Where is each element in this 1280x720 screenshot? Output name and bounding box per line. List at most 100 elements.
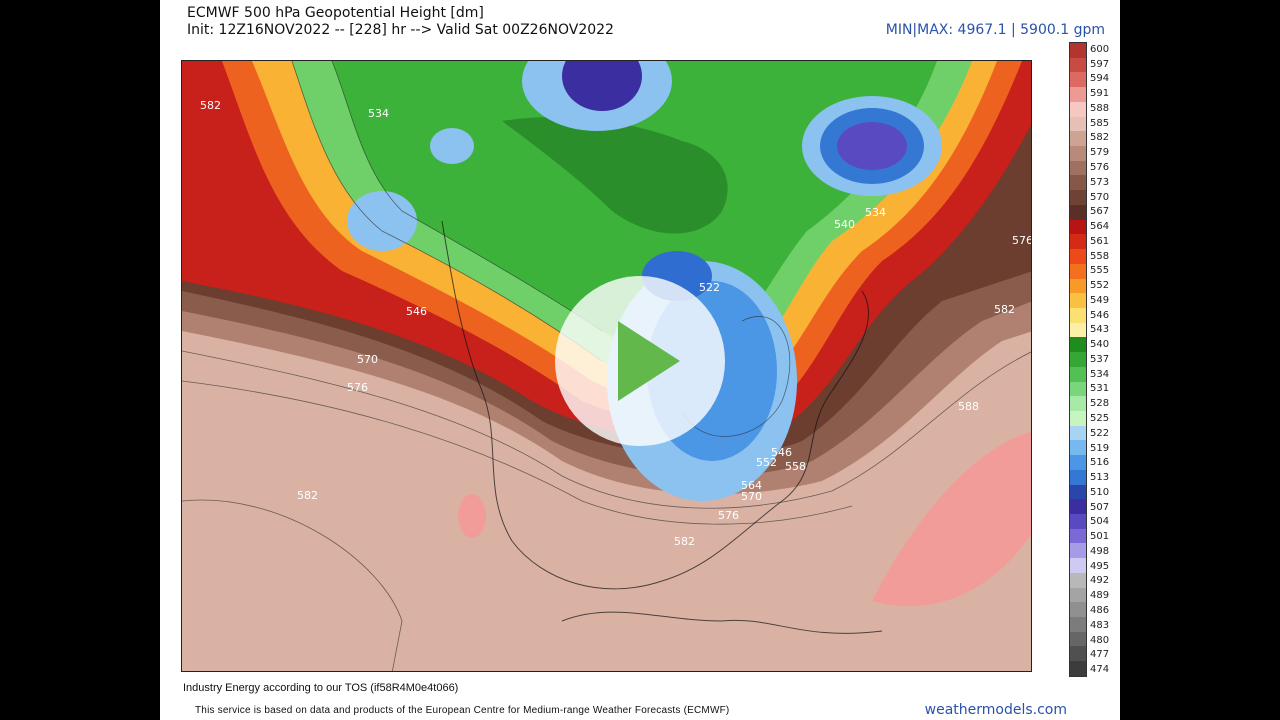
color-scale-tick: 540 [1090, 339, 1110, 351]
contour-label: 588 [958, 400, 979, 413]
color-swatch [1070, 499, 1086, 514]
contour-label: 570 [741, 490, 762, 503]
color-scale-tick: 495 [1090, 560, 1110, 572]
map-subtitle: Init: 12Z16NOV2022 -- [228] hr --> Valid… [187, 22, 614, 38]
color-scale-tick: 486 [1090, 604, 1110, 616]
color-swatch [1070, 631, 1086, 647]
map-title: ECMWF 500 hPa Geopotential Height [dm] [187, 5, 484, 21]
contour-label: 564 [741, 479, 762, 492]
color-swatch [1070, 602, 1086, 618]
color-swatch [1070, 322, 1086, 338]
color-scale-tick: 573 [1090, 176, 1110, 188]
color-scale-tick: 516 [1090, 457, 1110, 469]
contour-label: 558 [785, 460, 806, 473]
color-scale-tick: 588 [1090, 102, 1110, 114]
color-swatch [1070, 263, 1086, 279]
color-swatch [1070, 646, 1086, 662]
color-swatch [1070, 352, 1086, 367]
color-scale-tick: 555 [1090, 265, 1110, 277]
contour-label: 582 [994, 303, 1015, 316]
color-swatch [1070, 514, 1086, 529]
color-swatch [1070, 175, 1086, 191]
contour-label: 552 [756, 456, 777, 469]
contour-label: 546 [406, 305, 427, 318]
color-scale-tick: 483 [1090, 619, 1110, 631]
color-swatch [1070, 57, 1086, 73]
map-graphic: 582 534 522 540 534 576 582 588 546 570 … [182, 61, 1032, 671]
play-icon [618, 321, 680, 401]
color-scale-tick: 513 [1090, 472, 1110, 484]
color-swatch [1070, 278, 1086, 294]
color-scale-tick: 531 [1090, 383, 1110, 395]
color-swatch [1070, 160, 1086, 176]
contour-label: 576 [347, 381, 368, 394]
color-swatch [1070, 131, 1086, 147]
color-scale-tick: 570 [1090, 191, 1110, 203]
color-swatch [1070, 234, 1086, 250]
color-scale-tick: 528 [1090, 398, 1110, 410]
contour-label: 582 [297, 489, 318, 502]
color-swatch [1070, 558, 1086, 573]
color-scale-tick: 525 [1090, 413, 1110, 425]
color-scale-tick: 501 [1090, 531, 1110, 543]
color-scale-tick: 498 [1090, 545, 1110, 557]
contour-label: 540 [834, 218, 855, 231]
site-link[interactable]: weathermodels.com [924, 702, 1067, 718]
color-swatch [1070, 337, 1086, 353]
play-button[interactable] [555, 276, 725, 446]
contour-label: 522 [699, 281, 720, 294]
color-swatch [1070, 101, 1086, 117]
color-swatch [1070, 366, 1086, 382]
min-max-readout: MIN|MAX: 4967.1 | 5900.1 gpm [885, 22, 1105, 38]
color-swatch [1070, 204, 1086, 220]
color-scale-tick: 549 [1090, 294, 1110, 306]
color-scale-tick: 504 [1090, 516, 1110, 528]
color-swatch [1070, 469, 1086, 485]
color-swatch [1070, 72, 1086, 88]
color-scale-tick: 558 [1090, 250, 1110, 262]
color-scale-tick: 576 [1090, 162, 1110, 173]
color-scale-tick: 552 [1090, 280, 1110, 292]
color-swatch [1070, 543, 1086, 559]
color-swatch [1070, 249, 1086, 264]
color-scale-labels: 600 597 594 591 588 585 582 579 576 573 570 567 564 5… [1090, 42, 1120, 677]
color-swatch [1070, 528, 1086, 544]
color-swatch [1070, 381, 1086, 397]
color-scale-tick: 534 [1090, 368, 1110, 380]
color-swatch [1070, 661, 1086, 676]
color-swatch [1070, 87, 1086, 102]
color-swatch [1070, 410, 1086, 426]
color-swatch [1070, 43, 1086, 58]
color-swatch [1070, 190, 1086, 205]
tos-notice: Industry Energy according to our TOS (if… [183, 682, 459, 694]
contour-label: 534 [865, 206, 886, 219]
color-scale-tick: 567 [1090, 206, 1110, 218]
color-swatch [1070, 219, 1086, 235]
color-swatch [1070, 572, 1086, 588]
color-scale-tick: 564 [1090, 221, 1110, 233]
geopotential-height-map: 582 534 522 540 534 576 582 588 546 570 … [181, 60, 1032, 672]
color-scale-tick: 543 [1090, 324, 1110, 336]
color-scale-tick: 537 [1090, 353, 1110, 365]
color-swatch [1070, 307, 1086, 323]
color-scale-tick: 474 [1090, 664, 1110, 676]
color-swatch [1070, 293, 1086, 308]
contour-label: 576 [1012, 234, 1032, 247]
color-scale-tick: 546 [1090, 309, 1110, 321]
ecmwf-attribution: This service is based on data and produc… [195, 705, 730, 716]
color-swatch [1070, 455, 1086, 470]
contour-label: 582 [200, 99, 221, 112]
color-scale-tick: 600 [1090, 43, 1110, 55]
color-swatch [1070, 617, 1086, 632]
color-scale-tick: 579 [1090, 147, 1110, 159]
chart-frame: ECMWF 500 hPa Geopotential Height [dm] I… [160, 0, 1120, 720]
color-scale-tick: 594 [1090, 73, 1110, 85]
color-scale-tick: 585 [1090, 117, 1110, 129]
color-swatch [1070, 587, 1086, 603]
contour-label: 570 [357, 353, 378, 366]
color-swatch [1070, 484, 1086, 500]
contour-label: 582 [674, 535, 695, 548]
contour-label: 534 [368, 107, 389, 120]
color-swatch [1070, 440, 1086, 456]
color-scale-tick: 489 [1090, 590, 1110, 602]
